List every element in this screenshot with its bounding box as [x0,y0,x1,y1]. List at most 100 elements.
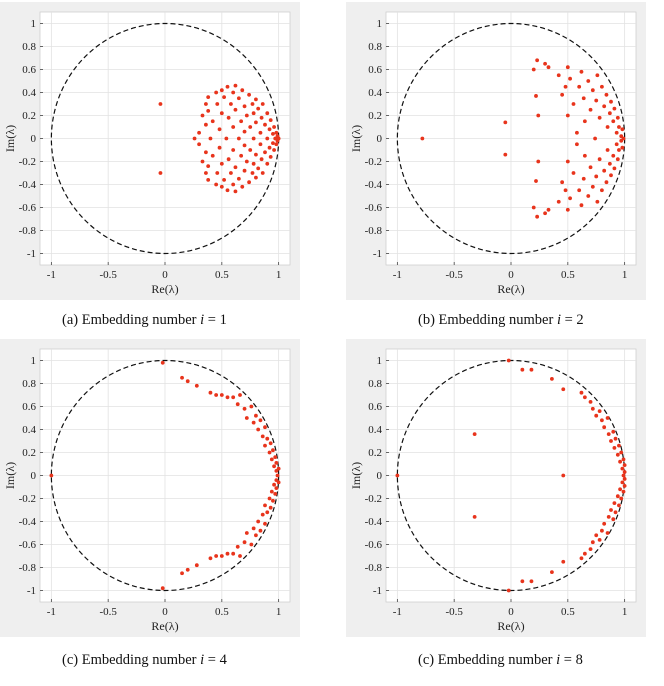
eigenvalue-point [236,96,241,101]
eigenvalue-point [250,171,255,175]
eigenvalue-point [620,480,625,485]
x-tick-label: -0.5 [99,269,117,281]
eigenvalue-point [204,122,208,127]
eigenvalue-point [604,92,609,97]
eigenvalue-point [249,542,254,547]
eigenvalue-point [251,161,256,166]
eigenvalue-point [607,111,612,116]
eigenvalue-point [568,196,572,201]
eigenvalue-point [219,184,224,189]
eigenvalue-point [260,171,265,175]
eigenvalue-point [575,142,579,147]
eigenvalue-point [590,184,595,189]
scatter-plot-b: -1 -0.5 0 0.5 1 1 0.8 0.6 0.4 0.2 0 -0.2 -0.4 -0.6 -0.… [346,2,646,300]
x-tick-label: 0.5 [215,606,229,618]
eigenvalue-point [590,540,595,545]
eigenvalue-point [582,153,587,158]
caption-a-eq: = 1 [204,312,227,328]
eigenvalue-point [275,473,280,478]
eigenvalue-point [602,425,607,430]
eigenvalue-point [605,125,610,129]
eigenvalue-point [158,171,163,175]
eigenvalue-point [617,148,621,152]
eigenvalue-point [235,402,240,407]
eigenvalue-point [185,379,190,384]
eigenvalue-point [268,118,273,122]
y-tick-label: 0.8 [22,378,36,390]
y-tick-label: -0.2 [365,493,382,505]
y-tick-label: 0.2 [22,110,36,122]
eigenvalue-point [233,83,238,88]
eigenvalue-point [606,515,611,519]
eigenvalue-point [590,88,595,93]
eigenvalue-point [529,367,534,372]
eigenvalue-points [49,360,281,591]
eigenvalue-point [231,125,236,129]
eigenvalue-point [258,528,263,533]
eigenvalue-point [272,482,276,487]
y-tick-label: -0.6 [19,202,37,214]
eigenvalue-point [197,130,201,135]
eigenvalue-point [472,515,477,519]
eigenvalue-points [158,83,281,194]
eigenvalue-point [503,120,508,125]
y-axis-label: Im(λ) [349,125,363,152]
eigenvalue-point [563,84,568,89]
eigenvalue-point [420,136,425,141]
eigenvalue-point [197,142,201,147]
y-tick-label: 0.4 [368,424,382,436]
x-axis-label: Re(λ) [151,619,178,633]
y-tick-labels: 1 0.8 0.6 0.4 0.2 0 -0.2 -0.4 -0.6 -0.8 -1 [19,18,43,260]
eigenvalue-point [618,487,622,492]
eigenvalue-point [214,393,219,397]
caption-c-eq: = 4 [204,652,227,668]
eigenvalue-point [615,452,620,457]
y-tick-label: -0.4 [19,516,37,528]
y-tick-label: 0.4 [22,424,36,436]
x-tick-label: 0.5 [561,606,575,618]
eigenvalue-point [271,448,275,453]
y-axis-label: Im(λ) [349,462,363,489]
eigenvalue-point [271,498,275,503]
grid-lines [40,349,290,602]
eigenvalue-point [274,460,279,465]
eigenvalue-point [214,554,219,558]
eigenvalue-point [269,457,274,462]
eigenvalue-point [268,441,273,446]
eigenvalue-point [590,406,595,411]
x-tick-label: -1 [47,606,56,618]
scatter-plot-a: -1 -0.5 0 0.5 1 1 0.8 0.6 0.4 0.2 0 -0.2 -0.4 -0.6 -0.… [0,2,300,300]
eigenvalue-point [206,178,211,182]
caption-a-prefix: (a) Embedding number [62,312,201,328]
eigenvalue-point [225,551,230,556]
x-tick-label: 1 [622,606,628,618]
eigenvalue-point [621,136,626,141]
eigenvalue-point [242,406,247,411]
eigenvalue-point [240,88,245,93]
eigenvalue-point [254,97,258,102]
y-tick-label: 0.8 [368,378,382,390]
eigenvalue-point [259,157,264,162]
eigenvalue-point [180,571,184,576]
y-axis-label: Im(λ) [3,125,17,152]
eigenvalue-point [273,492,278,496]
eigenvalue-point [550,377,554,381]
eigenvalue-point [614,130,619,135]
eigenvalue-point [588,165,593,170]
eigenvalue-point [568,76,572,81]
eigenvalue-point [219,88,224,93]
eigenvalue-point [265,136,270,141]
eigenvalue-point [225,84,230,89]
eigenvalue-point [248,148,253,152]
caption-d-var: i [556,652,561,668]
eigenvalue-point [258,418,263,423]
eigenvalue-point [260,434,265,439]
x-tick-labels: -1 -0.5 0 0.5 1 [47,599,281,618]
eigenvalue-point [276,480,281,485]
eigenvalue-point [612,166,617,171]
eigenvalue-point [263,503,267,508]
y-tick-label: -0.6 [365,202,383,214]
y-tick-label: -0.4 [19,179,37,191]
eigenvalue-point [215,171,220,175]
eigenvalue-point [535,214,540,219]
